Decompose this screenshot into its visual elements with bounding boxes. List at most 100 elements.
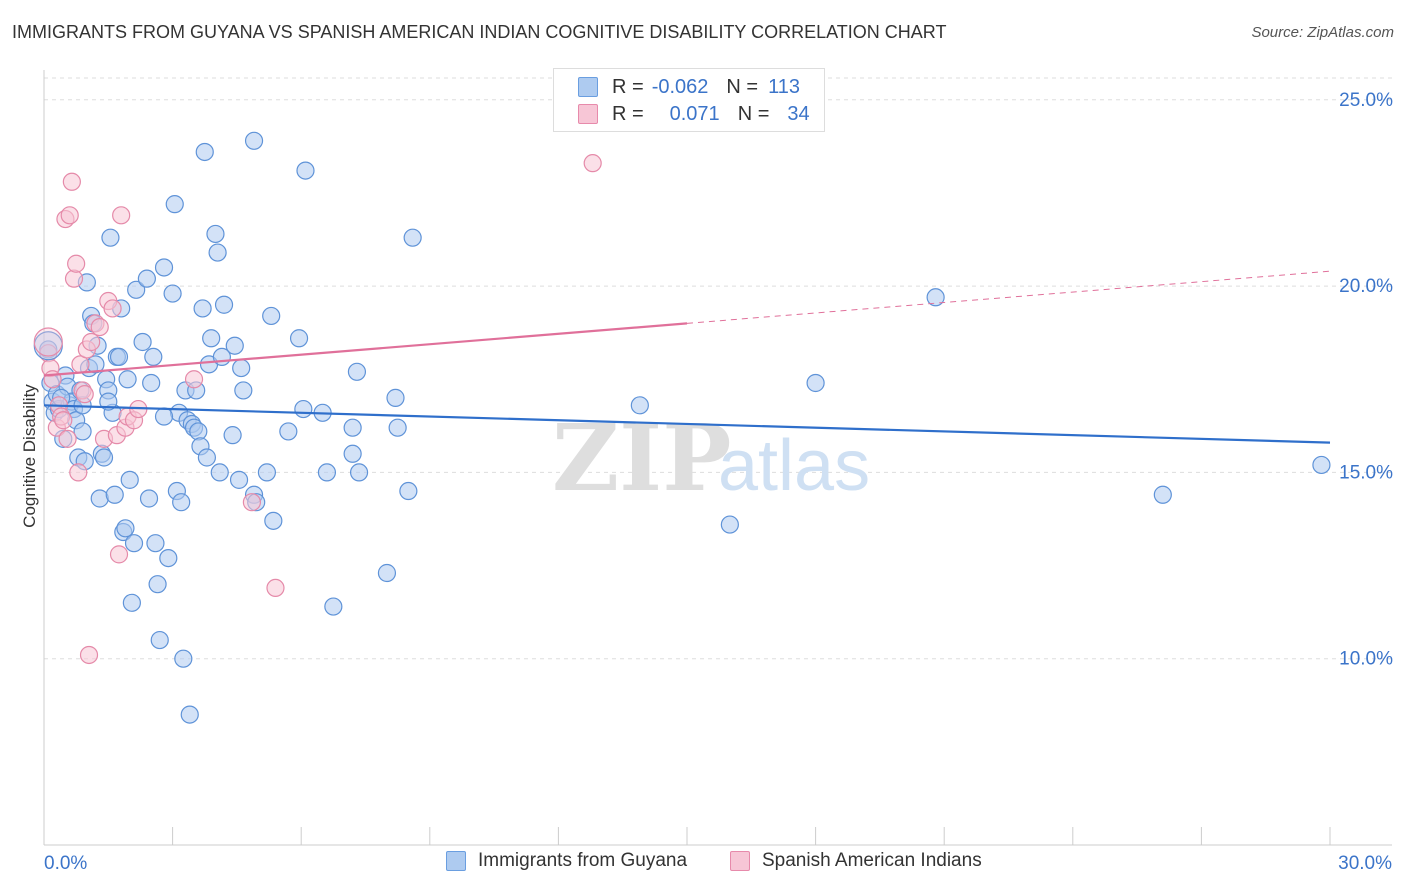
pink-data-point <box>266 578 285 598</box>
n-label: N = <box>726 75 759 98</box>
blue-data-point <box>139 489 159 508</box>
blue-data-point <box>150 630 169 650</box>
blue-data-point <box>279 422 298 441</box>
stats-legend-row-blue: R = -0.062 N = 113 <box>578 74 800 100</box>
pink-data-point <box>75 385 94 404</box>
blue-data-point <box>146 534 165 553</box>
r-value: 0.071 <box>669 102 720 125</box>
blue-data-point <box>262 306 281 326</box>
pink-data-point <box>103 299 122 318</box>
y-tick-label: 10.0% <box>1339 649 1393 670</box>
blue-data-point <box>174 649 193 668</box>
blue-data-point <box>806 373 825 393</box>
blue-data-point <box>296 161 315 180</box>
y-axis-label: Cognitive Disability <box>20 384 39 528</box>
pink-data-point <box>242 493 262 512</box>
blue-data-point <box>148 575 167 594</box>
blue-data-point <box>116 519 135 538</box>
legend-label: Spanish American Indians <box>762 850 982 871</box>
blue-data-point <box>214 295 234 314</box>
blue-data-point <box>403 228 422 247</box>
pink-data-point <box>62 172 81 191</box>
blue-data-point <box>154 258 174 277</box>
pink-data-point <box>79 645 99 665</box>
n-label: N = <box>737 102 770 125</box>
blue-data-point <box>206 224 225 244</box>
blue-data-point <box>1312 455 1331 475</box>
blue-data-point <box>124 534 144 553</box>
blue-data-point <box>399 481 418 501</box>
blue-data-point <box>193 299 212 318</box>
label-layer: 10.0% 15.0% 20.0% 25.0% 0.0% 30.0% <box>44 90 1393 874</box>
blue-data-point <box>630 396 649 415</box>
pink-data-point <box>60 206 79 225</box>
r-label: R = <box>612 102 644 125</box>
blue-data-point <box>180 705 199 724</box>
legend-label: Immigrants from Guyana <box>478 850 688 871</box>
blue-data-point <box>109 347 129 366</box>
blue-data-point <box>294 399 313 419</box>
pink-data-point <box>184 370 204 389</box>
chart-title: IMMIGRANTS FROM GUYANA VS SPANISH AMERIC… <box>12 22 947 42</box>
points-layer <box>33 131 1331 724</box>
y-tick-label: 25.0% <box>1339 90 1393 111</box>
blue-swatch-icon <box>446 851 466 871</box>
y-tick-label: 15.0% <box>1339 462 1393 483</box>
pink-data-point <box>67 254 86 273</box>
blue-data-point <box>324 597 343 616</box>
watermark-atlas: atlas <box>718 426 870 506</box>
blue-data-point <box>289 329 309 348</box>
blue-data-point <box>1153 485 1172 504</box>
blue-data-point <box>343 418 362 437</box>
pink-data-point <box>64 269 84 288</box>
r-label: R = <box>612 75 644 98</box>
blue-data-point <box>120 470 139 489</box>
pink-data-point <box>109 545 129 564</box>
y-tick-label: 20.0% <box>1339 276 1393 297</box>
blue-data-point <box>144 347 163 366</box>
trend-layer <box>43 270 1331 444</box>
blue-data-point <box>229 470 249 489</box>
pink-data-point <box>82 332 101 352</box>
series-legend: Immigrants from Guyana Spanish American … <box>0 850 1406 880</box>
n-value: 113 <box>768 75 800 98</box>
blue-data-point <box>202 329 221 348</box>
blue-data-point <box>317 463 337 482</box>
stats-legend-row-pink: R = 0.071 N = 34 <box>578 101 810 127</box>
pink-trend-line-extension <box>686 270 1331 324</box>
blue-data-point <box>163 284 182 303</box>
pink-swatch-icon <box>578 104 598 124</box>
blue-data-point <box>386 388 405 407</box>
blue-data-point <box>234 381 253 400</box>
blue-data-point <box>347 362 367 381</box>
blue-data-point <box>343 444 362 463</box>
blue-data-point <box>244 131 264 150</box>
pink-swatch-icon <box>730 851 750 871</box>
pink-data-point <box>69 463 88 482</box>
pink-data-point <box>58 429 77 448</box>
stats-legend: R = -0.062 N = 113 R = 0.071 N = 34 <box>553 68 825 132</box>
blue-data-point <box>264 511 283 530</box>
blue-data-point <box>197 448 216 467</box>
legend-item-spanish-american-indians: Spanish American Indians <box>730 850 982 872</box>
blue-data-point <box>377 563 397 583</box>
pink-data-point <box>54 411 73 430</box>
blue-data-point <box>73 422 92 441</box>
blue-data-point <box>122 593 141 612</box>
blue-data-point <box>101 228 120 247</box>
blue-data-point <box>165 195 184 214</box>
legend-item-guyana: Immigrants from Guyana <box>446 850 687 872</box>
blue-data-point <box>137 269 156 288</box>
blue-data-point <box>195 142 214 162</box>
x-tick-label: 0.0% <box>44 853 87 874</box>
axis-layer <box>43 70 1392 846</box>
pink-trend-line <box>43 322 688 377</box>
blue-data-point <box>90 489 109 508</box>
blue-data-point <box>154 407 174 426</box>
pink-data-point <box>90 317 109 337</box>
blue-data-point <box>105 485 124 504</box>
blue-data-point <box>232 358 251 378</box>
n-value: 34 <box>787 102 810 125</box>
blue-data-point <box>225 336 244 355</box>
